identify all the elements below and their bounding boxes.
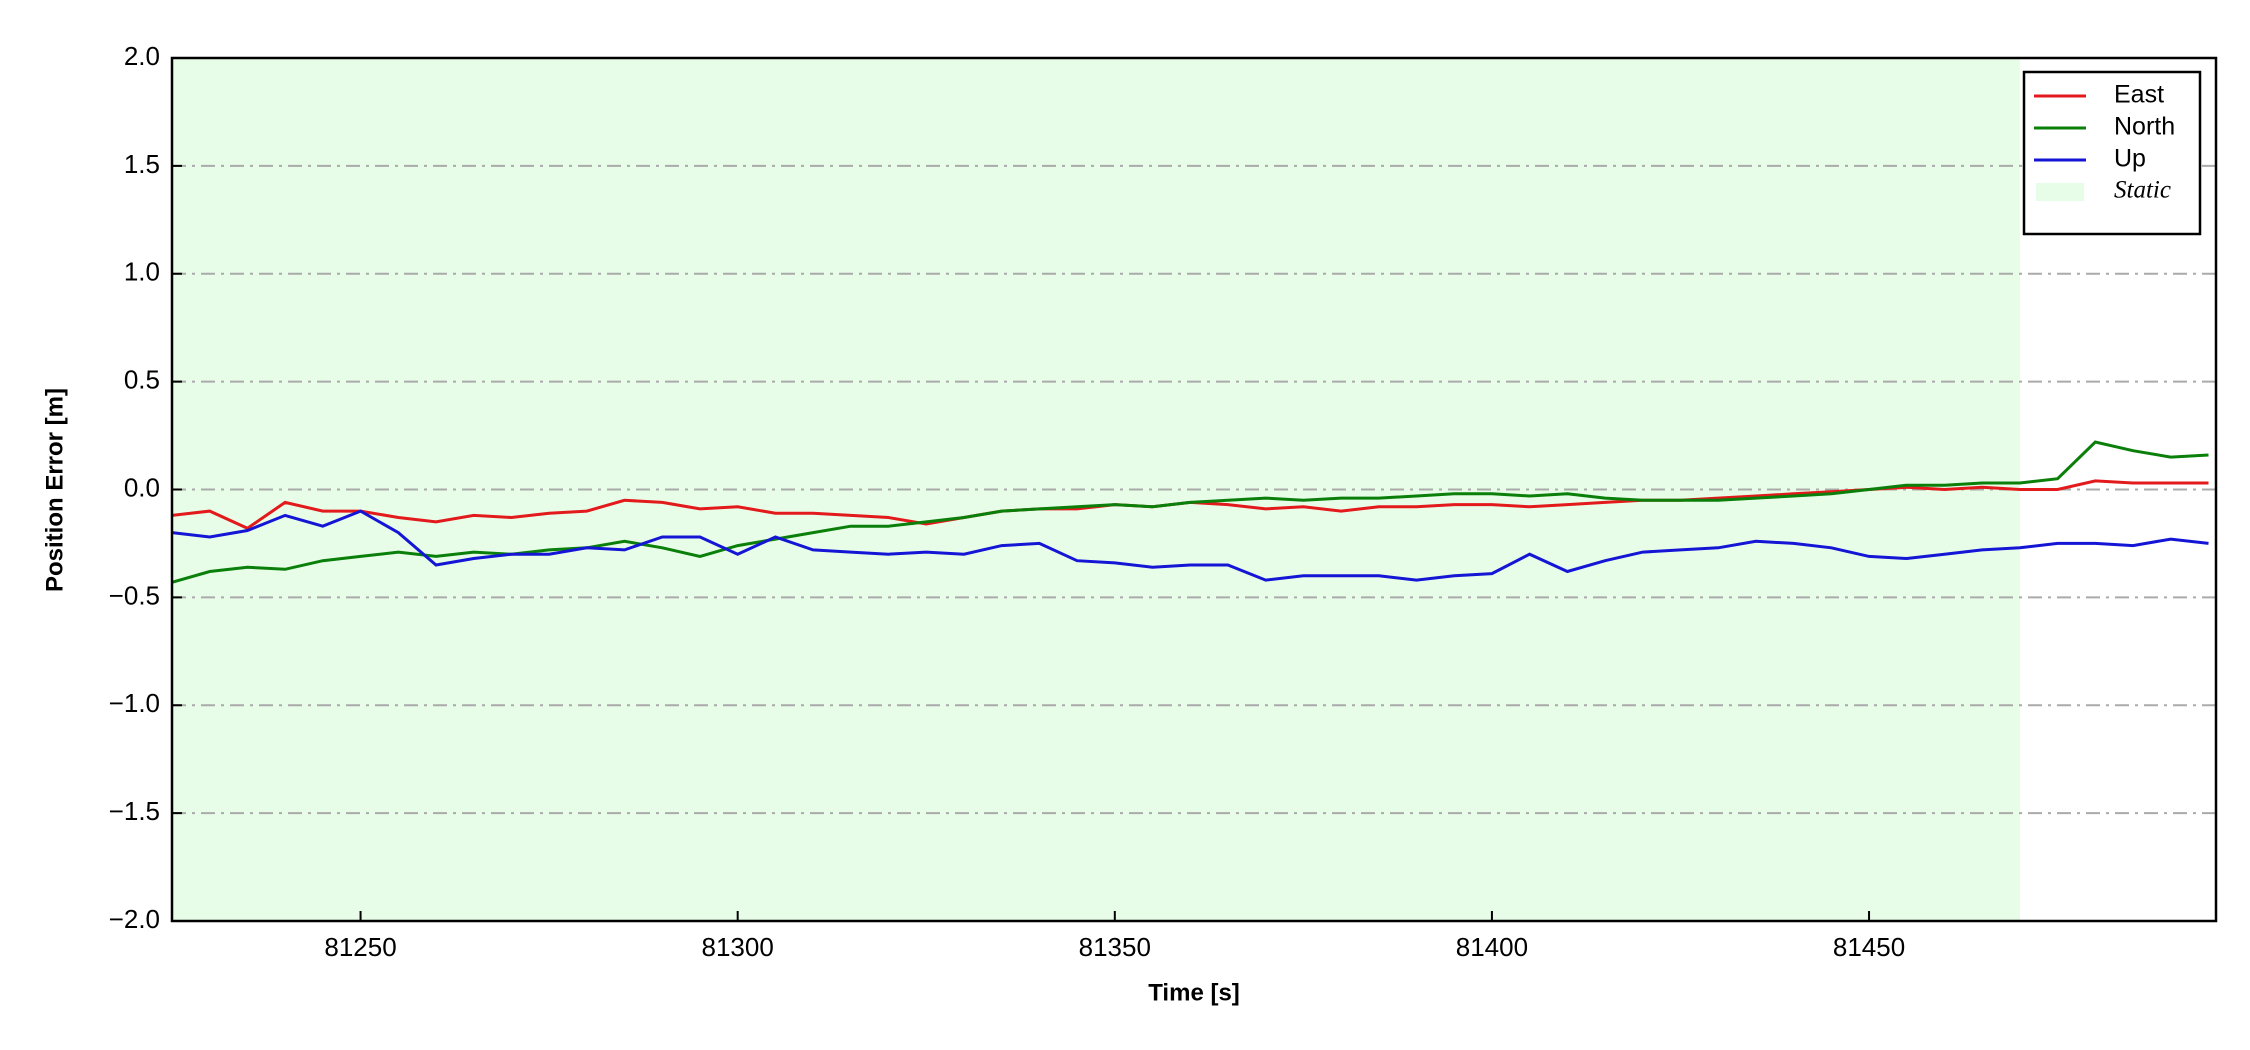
x-tick-label: 81400 bbox=[1456, 932, 1528, 962]
y-tick-label: 1.0 bbox=[124, 257, 160, 287]
y-tick-label: −2.0 bbox=[109, 904, 160, 934]
series-line bbox=[172, 509, 2209, 582]
y-tick-label: 1.5 bbox=[124, 149, 160, 179]
x-axis-label: Time [s] bbox=[1148, 979, 1240, 1006]
legend-box bbox=[2022, 70, 2202, 236]
axes-frame bbox=[170, 56, 2218, 923]
y-tick-label: 0.5 bbox=[124, 365, 160, 395]
y-tick-label: 2.0 bbox=[124, 41, 160, 71]
x-tick-label: 81350 bbox=[1079, 932, 1151, 962]
x-tick-label: 81300 bbox=[702, 932, 774, 962]
legend-label: North bbox=[2114, 113, 2175, 141]
legend-swatch bbox=[2036, 183, 2084, 201]
y-tick-label: −1.5 bbox=[109, 796, 160, 826]
legend-label: East bbox=[2114, 81, 2164, 109]
legend-label: Up bbox=[2114, 145, 2146, 173]
y-axis-label: Position Error [m] bbox=[41, 388, 68, 592]
y-tick-label: −0.5 bbox=[109, 580, 160, 610]
x-tick-label: 81250 bbox=[324, 932, 396, 962]
x-tick-label: 81450 bbox=[1833, 932, 1905, 962]
y-tick-label: 0.0 bbox=[124, 472, 160, 502]
plot-area bbox=[172, 58, 2216, 921]
legend: East North Up Static bbox=[2022, 70, 2202, 236]
legend-label: Static bbox=[2114, 177, 2171, 204]
y-tick-label: −1.0 bbox=[109, 688, 160, 718]
